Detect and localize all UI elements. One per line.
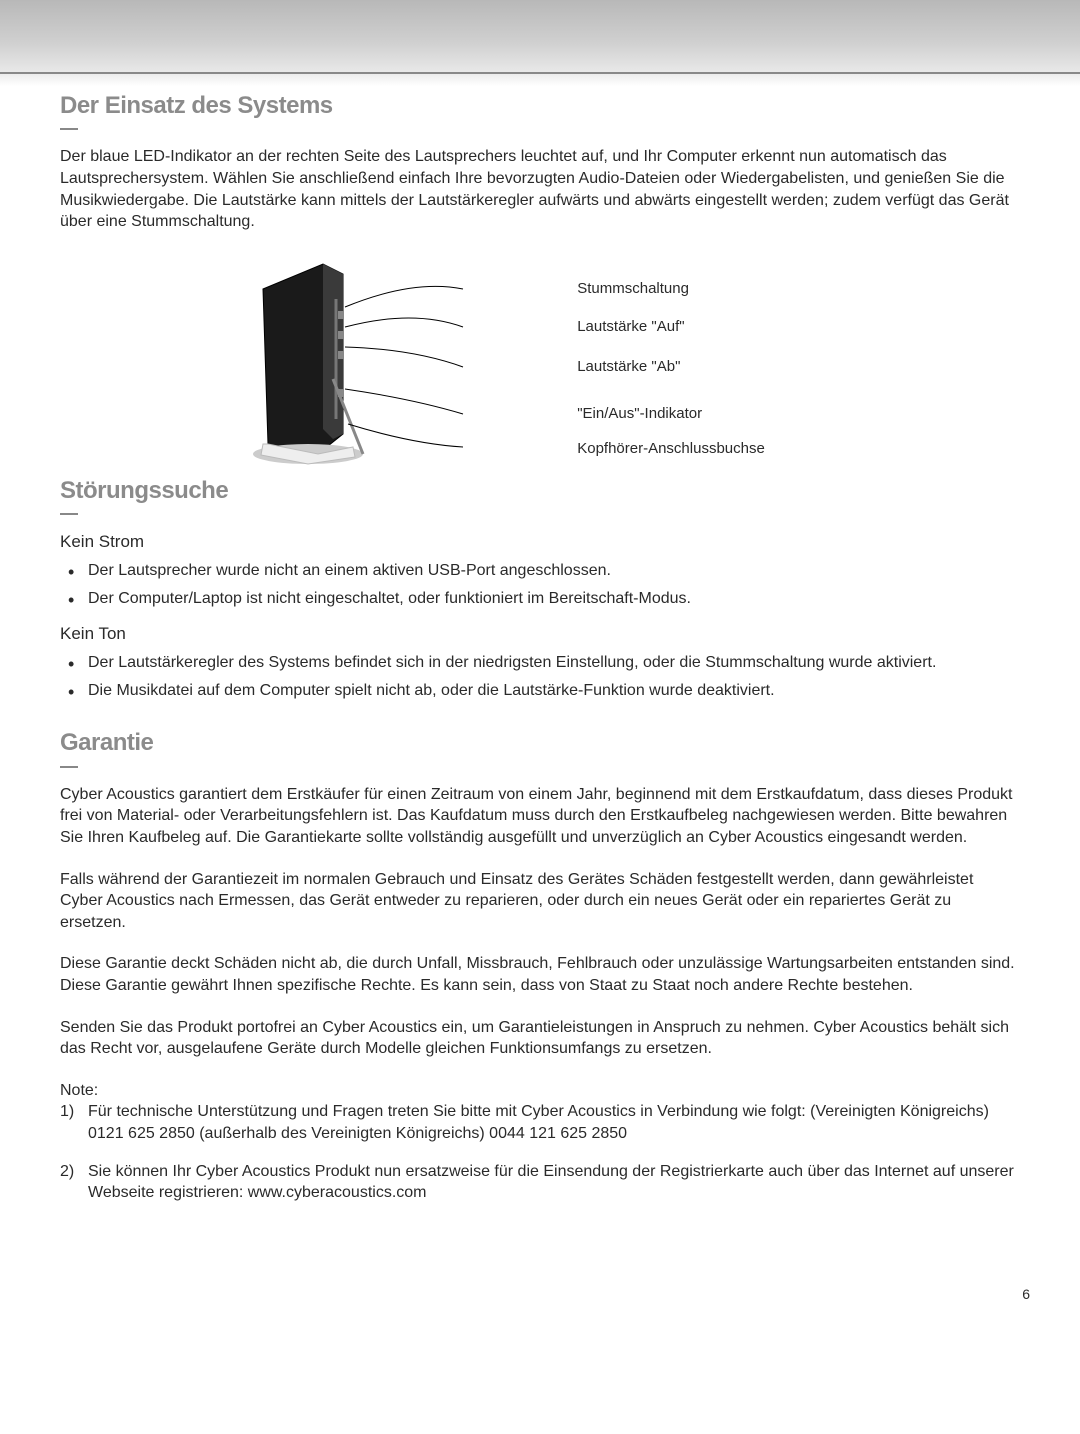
note-item: 1) Für technische Unterstützung und Frage…: [60, 1101, 1020, 1144]
note-text: Für technische Unterstützung und Fragen …: [88, 1103, 989, 1142]
note-item: 2) Sie können Ihr Cyber Acoustics Produkt…: [60, 1161, 1020, 1204]
label-vol-up: Lautstärke "Auf": [577, 317, 684, 337]
note-label: Note:: [60, 1080, 1020, 1102]
diagram-label-group: Stummschaltung Lautstärke "Auf" Lautstär…: [577, 249, 777, 449]
note-number: 2): [60, 1161, 74, 1183]
label-headphone: Kopfhörer-Anschlussbuchse: [577, 439, 765, 459]
warranty-p-1: Falls während der Garantiezeit im normal…: [60, 869, 1020, 934]
label-power-led: "Ein/Aus"-Indikator: [577, 404, 702, 424]
use-intro-text: Der blaue LED-Indikator an der rechten S…: [60, 146, 1020, 232]
manual-page: Der Einsatz des Systems Der blaue LED-In…: [0, 0, 1080, 1270]
section-use: Der Einsatz des Systems Der blaue LED-In…: [60, 90, 1020, 469]
list-item: Der Computer/Laptop ist nicht eingeschal…: [88, 588, 1020, 610]
speaker-diagram: Stummschaltung Lautstärke "Auf" Lautstär…: [60, 249, 1020, 469]
note-list: 1) Für technische Unterstützung und Frage…: [60, 1101, 1020, 1203]
note-number: 1): [60, 1101, 74, 1123]
list-item: Die Musikdatei auf dem Computer spielt n…: [88, 680, 1020, 702]
trouble-list-0: Der Lautsprecher wurde nicht an einem ak…: [60, 560, 1020, 609]
list-item: Der Lautsprecher wurde nicht an einem ak…: [88, 560, 1020, 582]
heading-troubleshoot: Störungssuche: [60, 475, 228, 507]
heading-warranty: Garantie: [60, 727, 153, 759]
heading-underline: [60, 128, 78, 130]
warranty-p-3: Senden Sie das Produkt portofrei an Cybe…: [60, 1017, 1020, 1060]
top-border-rule: [0, 72, 1080, 74]
label-mute: Stummschaltung: [577, 279, 689, 299]
trouble-list-1: Der Lautstärkeregler des Systems befinde…: [60, 652, 1020, 701]
trouble-group-title-0: Kein Strom: [60, 531, 1020, 554]
page-number: 6: [1022, 1285, 1030, 1304]
section-troubleshoot: Störungssuche Kein Strom Der Lautspreche…: [60, 475, 1020, 702]
warranty-p-2: Diese Garantie deckt Schäden nicht ab, d…: [60, 953, 1020, 996]
heading-underline: [60, 513, 78, 515]
section-warranty: Garantie Cyber Acoustics garantiert dem …: [60, 727, 1020, 1203]
heading-use: Der Einsatz des Systems: [60, 90, 333, 122]
label-vol-down: Lautstärke "Ab": [577, 357, 680, 377]
trouble-group-title-1: Kein Ton: [60, 623, 1020, 646]
warranty-p-0: Cyber Acoustics garantiert dem Erstkäufe…: [60, 784, 1020, 849]
heading-underline: [60, 766, 78, 768]
note-text: Sie können Ihr Cyber Acoustics Produkt n…: [88, 1163, 1014, 1202]
list-item: Der Lautstärkeregler des Systems befinde…: [88, 652, 1020, 674]
